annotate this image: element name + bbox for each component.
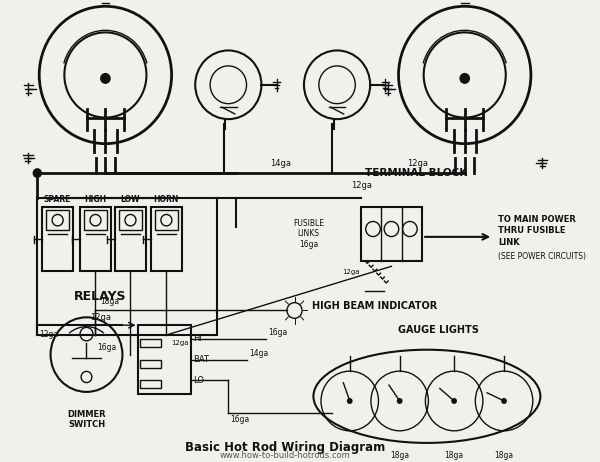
Text: DIMMER
SWITCH: DIMMER SWITCH [67,409,106,429]
Bar [361,207,422,261]
Bar [46,210,70,231]
Text: 12ga: 12ga [171,340,188,346]
Text: HORN: HORN [154,195,179,203]
Text: 14ga: 14ga [249,348,268,358]
Text: Basic Hot Rod Wiring Diagram: Basic Hot Rod Wiring Diagram [185,441,385,454]
Bar [140,339,161,347]
Text: RELAYS: RELAYS [74,290,127,303]
Text: 16ga: 16ga [230,415,250,425]
Text: GAUGE LIGHTS: GAUGE LIGHTS [398,325,479,335]
Text: LO: LO [193,376,205,385]
Text: TO MAIN POWER: TO MAIN POWER [498,215,575,224]
Circle shape [32,168,42,178]
Text: HIGH BEAM INDICATOR: HIGH BEAM INDICATOR [311,301,437,310]
Text: 18ga: 18ga [445,451,464,460]
Text: 18ga: 18ga [494,451,514,460]
Text: 12ga: 12ga [342,269,359,275]
Bar [155,210,178,231]
Text: 12ga: 12ga [39,330,58,339]
Circle shape [460,73,469,83]
Text: 12ga: 12ga [407,159,428,168]
Text: TERMINAL BLOCK: TERMINAL BLOCK [365,168,467,178]
Text: 16ga: 16ga [268,328,287,337]
Text: THRU FUSIBLE: THRU FUSIBLE [498,226,565,236]
Bar [115,207,146,271]
Text: (SEE POWER CIRCUITS): (SEE POWER CIRCUITS) [498,252,586,261]
Text: 14ga: 14ga [270,159,291,168]
Bar [140,380,161,389]
Circle shape [397,398,403,404]
Circle shape [347,398,353,404]
Text: FUSIBLE
LINKS
16ga: FUSIBLE LINKS 16ga [293,219,324,249]
Bar [80,207,111,271]
Text: 12ga: 12ga [351,181,372,190]
Text: LOW: LOW [121,195,140,203]
Text: 12ga: 12ga [90,313,111,322]
Bar [37,198,217,335]
Bar [139,325,191,394]
Text: BAT: BAT [193,355,209,364]
Bar [42,207,73,271]
Text: 18ga: 18ga [390,451,409,460]
Text: HI: HI [193,334,202,343]
Text: SPARE: SPARE [44,195,71,203]
Bar [140,359,161,368]
Bar [151,207,182,271]
Text: 18ga: 18ga [100,297,119,305]
Text: 16ga: 16ga [97,343,116,352]
Circle shape [101,73,110,83]
Text: HIGH: HIGH [85,195,107,203]
Text: LINK: LINK [498,238,520,247]
Circle shape [501,398,507,404]
Circle shape [451,398,457,404]
Bar [84,210,107,231]
Text: www.how-to-build-hotrods.com: www.how-to-build-hotrods.com [220,451,350,460]
Bar [119,210,142,231]
